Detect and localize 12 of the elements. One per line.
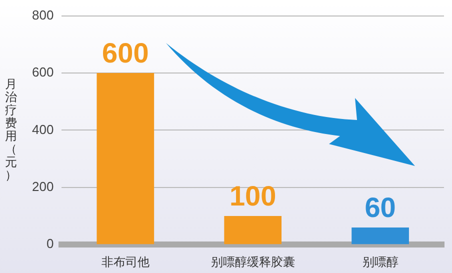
- data-label: 600: [102, 38, 149, 69]
- x-tick-label: 别嘌醇缓释胶囊: [210, 255, 295, 270]
- y-axis-title: 月治疗费用（元）: [4, 77, 18, 182]
- y-tick-label: 0: [46, 236, 54, 252]
- y-tick-label: 800: [32, 7, 54, 22]
- y-tick-label: 200: [32, 178, 54, 194]
- x-tick-label: 非布司他: [101, 255, 150, 270]
- y-tick-label: 400: [32, 122, 54, 137]
- x-tick-label: 别嘌醇: [362, 255, 398, 270]
- y-tick-label: 600: [32, 64, 54, 80]
- data-label: 60: [364, 192, 396, 224]
- data-label: 100: [229, 180, 276, 212]
